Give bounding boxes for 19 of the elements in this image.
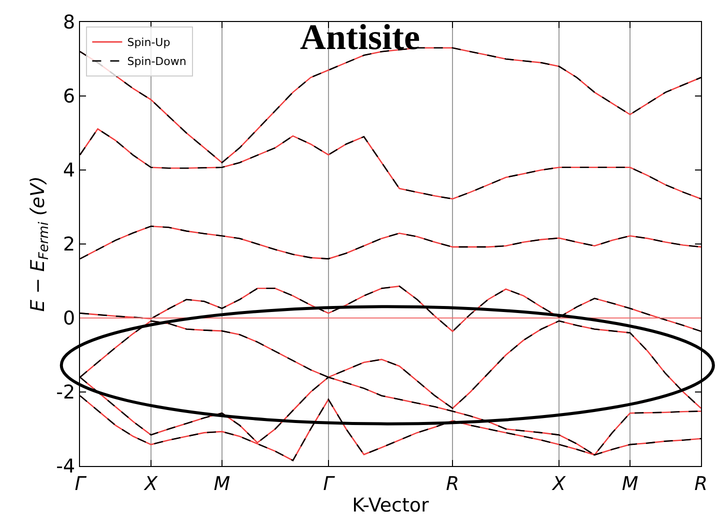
x-tick-label: R	[446, 472, 460, 495]
y-tick-label: -2	[56, 382, 76, 404]
y-tick-label: -4	[56, 456, 76, 478]
x-tick-label: M	[622, 472, 638, 495]
y-tick-label: 0	[63, 308, 76, 330]
y-tick-label: 6	[63, 86, 76, 108]
chart-title: Antisite	[300, 16, 420, 57]
x-tick-label: R	[694, 472, 708, 495]
x-axis-title: K-Vector	[352, 494, 430, 517]
x-tick-label: X	[143, 472, 158, 495]
x-tick-label: X	[552, 472, 567, 495]
y-tick-label: 4	[63, 160, 76, 182]
y-tick-label: 8	[63, 12, 76, 34]
legend-label: Spin-Up	[127, 36, 170, 50]
x-tick-label: Γ	[74, 472, 87, 495]
x-tick-label: Γ	[323, 472, 336, 495]
y-tick-label: 2	[63, 234, 76, 256]
x-tick-label: M	[214, 472, 230, 495]
legend-label: Spin-Down	[127, 55, 186, 68]
